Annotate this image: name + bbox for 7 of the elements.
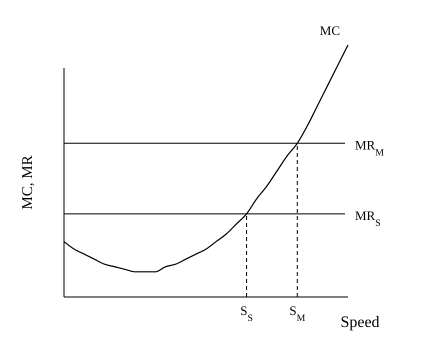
x-tick-label: S$_{M}$	[289, 303, 306, 324]
ref-line-label: MR$_{M}$	[355, 137, 384, 158]
series-label: MC	[320, 23, 340, 38]
x-tick-label: S$_{S}$	[240, 303, 253, 324]
x-axis-title: Speed	[340, 314, 380, 331]
ref-line-label: MR$_{S}$	[355, 208, 381, 228]
y-axis-title: MC, MR	[20, 155, 36, 210]
